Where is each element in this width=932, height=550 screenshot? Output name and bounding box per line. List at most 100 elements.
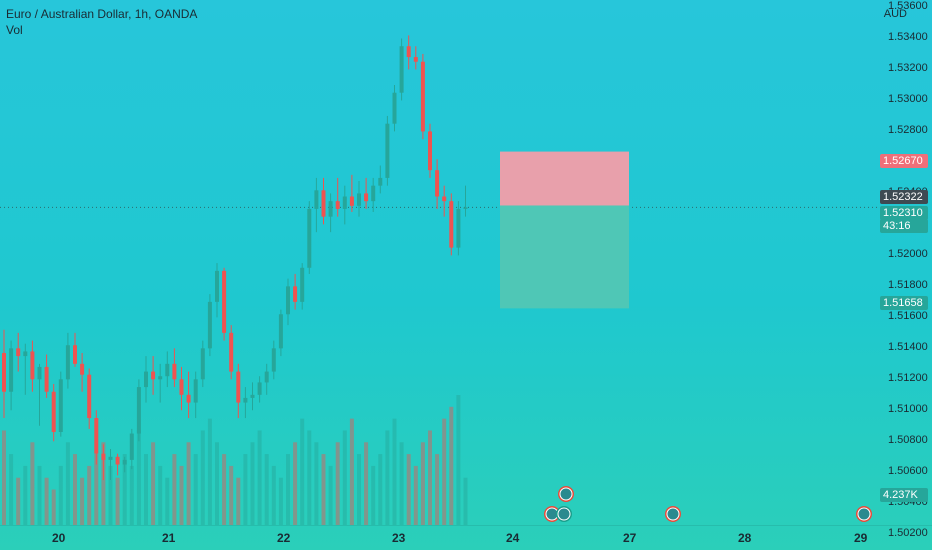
volume-bar — [101, 442, 106, 525]
volume-bar — [236, 477, 241, 525]
candle — [222, 267, 227, 341]
candle — [16, 332, 21, 372]
candle — [65, 332, 70, 389]
price-tick: 1.52000 — [888, 248, 928, 261]
volume-bar — [442, 418, 447, 525]
volume-bar — [87, 465, 92, 525]
volume-bar — [463, 477, 468, 525]
volume-bar — [73, 454, 77, 525]
candle — [179, 366, 184, 411]
countdown-badge: 43:16 — [880, 219, 928, 233]
candle — [264, 363, 269, 395]
candle — [413, 46, 418, 70]
candle — [108, 449, 113, 481]
economic-event-icon — [856, 506, 872, 522]
economic-event-icon — [544, 506, 560, 522]
candle — [172, 348, 177, 388]
volume-bar — [16, 477, 21, 525]
volume-bar — [2, 430, 6, 525]
volume-bar — [321, 454, 326, 525]
volume-bar — [257, 430, 262, 525]
candle — [151, 356, 156, 395]
economic-event-icon — [558, 486, 574, 502]
price-tick: 1.53400 — [888, 31, 928, 44]
volume-bar — [449, 406, 454, 525]
candle — [136, 379, 141, 442]
candle — [449, 193, 454, 256]
candle — [286, 278, 290, 326]
price-tick: 1.51800 — [888, 279, 928, 292]
short-position-target-zone — [500, 151, 629, 206]
volume-bar — [456, 395, 461, 525]
candle — [250, 382, 255, 411]
candle — [30, 340, 35, 392]
candle — [115, 453, 120, 476]
target-price-badge: 1.52670 — [880, 154, 928, 168]
stop-price-badge: 1.51658 — [880, 296, 928, 310]
candle — [335, 177, 340, 217]
volume-bar — [435, 454, 440, 525]
candle — [442, 185, 447, 217]
date-label: 29 — [854, 531, 868, 545]
volume-bar — [222, 454, 227, 525]
symbol-title[interactable]: Euro / Australian Dollar, 1h, OANDA — [6, 7, 198, 21]
volume-bar — [250, 442, 255, 525]
candle — [215, 263, 219, 318]
volume-bar — [293, 442, 298, 525]
candle — [87, 368, 92, 429]
candle — [435, 159, 440, 209]
candle — [463, 185, 468, 217]
date-label: 23 — [392, 531, 406, 545]
price-tick: 1.51600 — [888, 310, 928, 323]
candle — [406, 35, 411, 70]
date-label: 20 — [52, 531, 66, 545]
candle — [122, 456, 127, 473]
price-tick: 1.51400 — [888, 341, 928, 354]
volume-bar — [186, 442, 191, 525]
volume-bar — [179, 465, 184, 525]
volume-badge: 4.237K — [880, 488, 928, 502]
candle — [314, 177, 319, 233]
volume-bar — [413, 465, 418, 525]
candle — [2, 329, 6, 419]
price-tick: 1.51000 — [888, 403, 928, 416]
candle — [271, 340, 276, 380]
price-tick: 1.51200 — [888, 372, 928, 385]
volume-bar — [349, 418, 354, 525]
volume-bar — [80, 477, 85, 525]
volume-bar — [94, 454, 99, 525]
candle — [378, 165, 383, 194]
candle — [385, 115, 390, 186]
candle — [101, 444, 106, 481]
volume-bar — [136, 430, 141, 525]
price-tick: 1.50200 — [888, 527, 928, 540]
candle — [321, 177, 326, 225]
candle — [186, 371, 191, 419]
candle — [165, 351, 170, 388]
candle — [37, 363, 42, 426]
candle — [257, 376, 262, 403]
candle — [23, 343, 28, 395]
entry-price-badge: 1.52322 — [880, 190, 928, 204]
candle — [307, 201, 312, 274]
candle — [399, 38, 404, 101]
volume-label[interactable]: Vol — [6, 23, 23, 37]
candle — [200, 340, 205, 388]
candle — [342, 185, 347, 225]
volume-bar — [200, 430, 205, 525]
volume-bar — [385, 430, 390, 525]
volume-bar — [364, 442, 369, 525]
candle — [328, 193, 333, 233]
candle — [51, 383, 56, 442]
candle — [420, 53, 425, 140]
volume-bar — [271, 465, 276, 525]
candle — [349, 174, 354, 212]
candle — [456, 201, 461, 256]
short-position-stop-zone — [500, 205, 629, 309]
volume-bar — [129, 465, 134, 525]
volume-bar — [65, 442, 70, 525]
candle — [144, 356, 148, 403]
volume-bar — [278, 477, 283, 525]
